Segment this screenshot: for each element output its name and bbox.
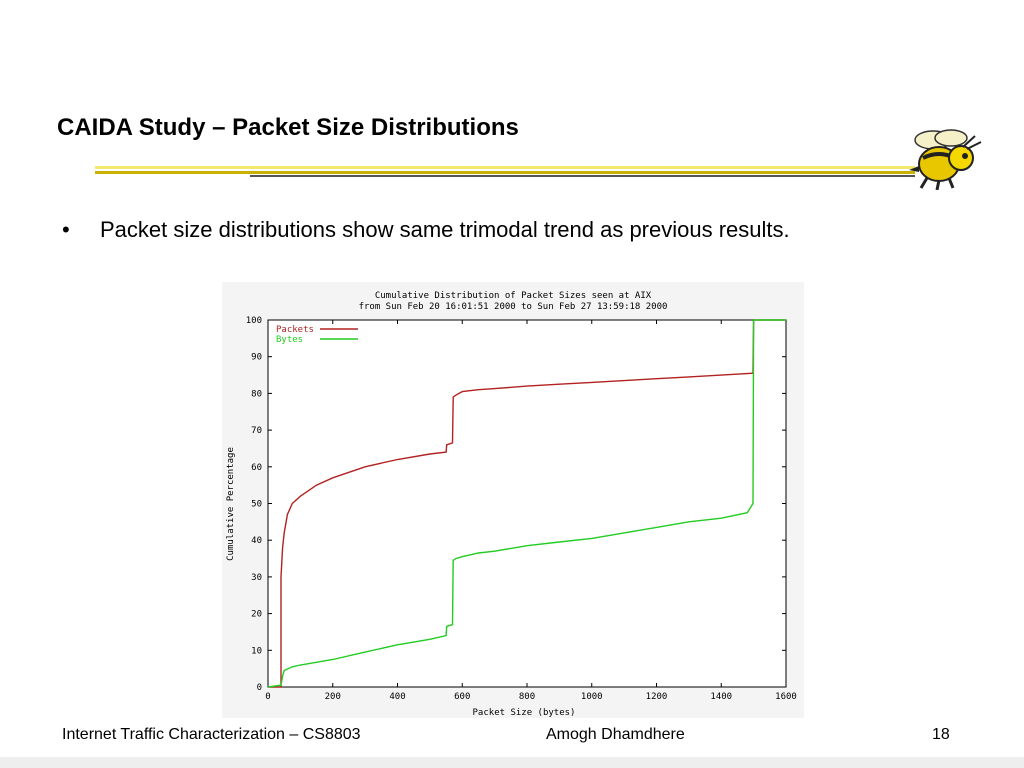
x-tick-label: 400 bbox=[389, 692, 405, 702]
x-axis-label: Packet Size (bytes) bbox=[473, 708, 576, 718]
y-axis-label: Cumulative Percentage bbox=[226, 447, 236, 561]
x-tick-label: 0 bbox=[265, 692, 270, 702]
title-underline bbox=[95, 166, 915, 177]
y-tick-label: 50 bbox=[251, 500, 262, 510]
yellow-jacket-mascot-icon bbox=[909, 129, 982, 190]
y-tick-label: 20 bbox=[251, 610, 262, 620]
x-tick-label: 1600 bbox=[775, 692, 797, 702]
bullet-item: • Packet size distributions show same tr… bbox=[62, 216, 852, 243]
x-tick-label: 800 bbox=[519, 692, 535, 702]
mascot-legs bbox=[919, 177, 955, 190]
mascot-wing-2 bbox=[934, 129, 968, 147]
title-rule-dark bbox=[250, 175, 915, 177]
slide-title: CAIDA Study – Packet Size Distributions bbox=[57, 114, 519, 141]
y-tick-label: 30 bbox=[251, 573, 262, 583]
mascot-stinger bbox=[909, 166, 919, 172]
bottom-strip bbox=[0, 757, 1024, 768]
legend-label-packets: Packets bbox=[276, 325, 314, 335]
footer-course: Internet Traffic Characterization – CS88… bbox=[62, 726, 361, 743]
legend-label-bytes: Bytes bbox=[276, 335, 303, 345]
chart-title: Cumulative Distribution of Packet Sizes … bbox=[375, 291, 652, 301]
slide-footer: Internet Traffic Characterization – CS88… bbox=[0, 722, 1024, 752]
series-line-bytes bbox=[267, 319, 786, 688]
bullet-dot-icon: • bbox=[62, 217, 70, 242]
x-tick-label: 1400 bbox=[710, 692, 732, 702]
title-rule-highlight bbox=[95, 166, 915, 169]
y-tick-label: 90 bbox=[251, 353, 262, 363]
y-tick-label: 40 bbox=[251, 536, 262, 546]
x-tick-label: 200 bbox=[325, 692, 341, 702]
chart-subtitle: from Sun Feb 20 16:01:51 2000 to Sun Feb… bbox=[359, 302, 668, 312]
mascot-antenna bbox=[962, 135, 982, 150]
y-tick-label: 100 bbox=[246, 316, 262, 326]
bullet-list: • Packet size distributions show same tr… bbox=[62, 216, 852, 243]
y-tick-label: 10 bbox=[251, 646, 262, 656]
x-tick-label: 1000 bbox=[581, 692, 603, 702]
title-rule-line bbox=[95, 171, 915, 174]
x-tick-label: 1200 bbox=[646, 692, 668, 702]
plot-frame bbox=[267, 319, 787, 688]
y-tick-label: 80 bbox=[251, 389, 262, 399]
x-tick-label: 600 bbox=[454, 692, 470, 702]
y-tick-label: 70 bbox=[251, 426, 262, 436]
bullet-text: Packet size distributions show same trim… bbox=[100, 217, 790, 242]
y-tick-label: 60 bbox=[251, 463, 262, 473]
chart-figure: Cumulative Distribution of Packet Sizes … bbox=[222, 282, 804, 718]
mascot-head bbox=[948, 145, 974, 171]
page-number: 18 bbox=[932, 726, 950, 743]
mascot-eye bbox=[962, 153, 968, 159]
cdf-chart: Cumulative Distribution of Packet Sizes … bbox=[226, 291, 797, 718]
y-tick-label: 0 bbox=[257, 683, 262, 693]
footer-author: Amogh Dhamdhere bbox=[546, 726, 685, 743]
series-line-packets bbox=[268, 319, 786, 688]
